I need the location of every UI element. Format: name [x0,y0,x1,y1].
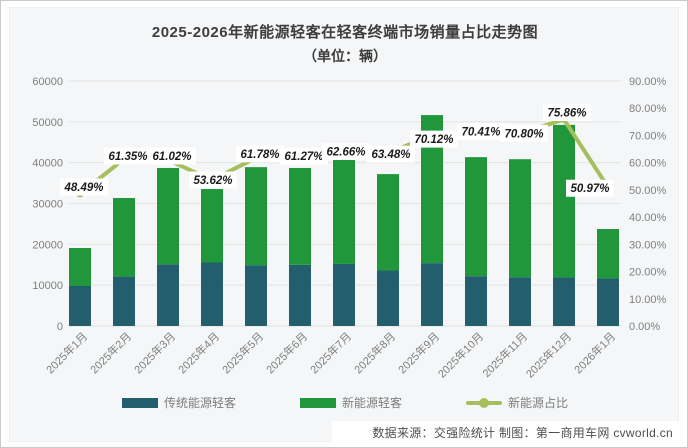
x-tick: 2025年10月 [435,329,486,380]
share-label: 50.97% [570,183,609,195]
y-left-tick: 20000 [32,239,63,251]
x-tick: 2025年6月 [263,329,310,376]
share-label: 70.41% [461,126,500,138]
y-right-tick: 90.00% [629,76,667,88]
share-label: 62.66% [326,146,365,158]
legend-label-traditional: 传统能源轻客 [163,396,236,410]
bar-segment-新能源轻客 [509,159,531,278]
y-right-tick: 20.00% [629,267,667,279]
share-label-box [367,145,415,163]
bar-segment-新能源轻客 [289,167,311,265]
y-right-tick: 70.00% [629,130,667,142]
bar-segment-新能源轻客 [597,229,619,279]
share-label-box [322,142,370,160]
share-label: 61.27% [284,151,323,163]
share-label-box [280,147,328,165]
x-tick: 2025年5月 [219,329,266,376]
share-label-box [543,103,591,121]
bar-segment-传统能源轻客 [465,276,487,326]
bar-segment-新能源轻客 [465,157,487,277]
y-left-tick: 50000 [32,117,63,129]
share-label: 70.12% [414,134,453,146]
y-left-tick: 0 [57,321,63,333]
share-label-box [457,122,505,140]
x-tick: 2025年2月 [87,329,134,376]
legend-item-traditional: 传统能源轻客 [121,394,236,411]
x-tick: 2025年3月 [131,329,178,376]
y-right-tick: 50.00% [629,185,667,197]
x-tick: 2025年7月 [307,329,354,376]
title-block: 2025-2026年新能源轻客在轻客终端市场销量占比走势图 （单位：辆） [1,21,687,66]
y-left-tick: 30000 [32,199,63,211]
bar-segment-传统能源轻客 [553,277,575,326]
share-label-box [500,124,548,142]
share-label: 61.35% [108,151,147,163]
share-label-box [566,179,614,197]
bar-segment-新能源轻客 [201,189,223,263]
legend-item-share: 新能源占比 [466,394,568,411]
share-label-box [410,130,458,148]
y-right-tick: 80.00% [629,103,667,115]
share-label: 63.48% [371,149,410,161]
share-label-box [60,178,108,196]
bar-segment-新能源轻客 [157,167,179,265]
share-label: 70.80% [504,128,543,140]
y-left-tick: 40000 [32,158,63,170]
traditional-bar-swatch-icon [121,397,158,408]
y-right-tick: 40.00% [629,212,667,224]
bar-segment-新能源轻客 [377,174,399,271]
bar-segment-传统能源轻客 [201,262,223,326]
share-label: 48.49% [63,182,103,194]
bar-segment-传统能源轻客 [509,277,531,326]
bar-segment-传统能源轻客 [333,263,355,326]
x-tick: 2026年1月 [571,329,618,376]
bar-segment-传统能源轻客 [597,278,619,326]
share-label-box [189,171,237,189]
x-tick: 2025年12月 [523,329,574,380]
share-label: 53.62% [193,175,232,187]
x-tick: 2025年4月 [175,329,222,376]
y-right-tick: 10.00% [629,294,667,306]
share-label: 61.78% [240,149,279,161]
bar-segment-新能源轻客 [421,115,443,264]
x-tick: 2025年1月 [43,329,90,376]
chart-title: 2025-2026年新能源轻客在轻客终端市场销量占比走势图 [151,24,539,41]
legend-label-share: 新能源占比 [508,396,569,410]
bar-segment-传统能源轻客 [69,285,91,326]
share-label: 75.86% [547,107,586,119]
share-label-box [104,147,152,165]
bar-segment-传统能源轻客 [289,264,311,326]
source-credit: 数据来源：交强险统计 制图：第一商用车网 cvworld.cn [332,421,681,444]
y-left-tick: 60000 [32,76,63,88]
share-label-box [148,147,196,165]
bar-segment-传统能源轻客 [245,265,267,326]
bar-segment-新能源轻客 [333,160,355,264]
x-tick: 2025年9月 [395,329,442,376]
bar-segment-新能源轻客 [69,248,91,286]
x-tick: 2025年8月 [351,329,398,376]
bar-segment-新能源轻客 [245,167,267,266]
chart-subtitle: （单位：辆） [303,48,387,64]
bar-segment-新能源轻客 [553,124,575,278]
bar-segment-传统能源轻客 [113,276,135,326]
share-label: 61.02% [152,151,191,163]
y-right-tick: 30.00% [629,239,667,251]
nev-bar-swatch-icon [299,397,336,408]
y-left-tick: 10000 [32,280,63,292]
legend-label-nev: 新能源轻客 [341,396,402,410]
bar-segment-传统能源轻客 [157,264,179,326]
bar-segment-传统能源轻客 [421,263,443,326]
y-right-tick: 60.00% [629,158,667,170]
legend-item-nev: 新能源轻客 [299,394,402,411]
x-tick: 2025年11月 [479,329,530,380]
bar-segment-新能源轻客 [113,197,135,277]
share-line-swatch-icon [466,397,502,408]
share-label-box [236,145,284,163]
y-right-tick: 0.00% [629,321,660,333]
bar-segment-传统能源轻客 [377,270,399,326]
legend: 传统能源轻客 新能源轻客 新能源占比 [1,394,687,411]
